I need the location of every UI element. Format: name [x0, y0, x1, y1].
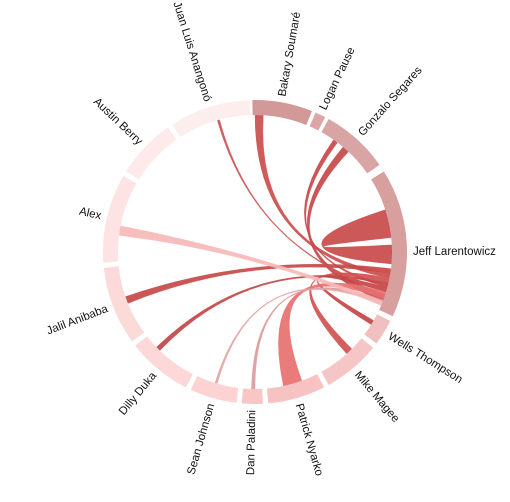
- arc-mike: [321, 338, 374, 385]
- label-dan: Dan Paladini: [245, 410, 258, 475]
- arc-austin: [126, 127, 177, 180]
- arc-dilly: [135, 336, 193, 388]
- arc-bakary: [252, 99, 312, 125]
- arc-alex: [102, 176, 137, 263]
- label-alex: Alex: [78, 206, 103, 223]
- label-jalil: Jalil Anibaba: [45, 303, 110, 338]
- arc-logan: [309, 112, 326, 131]
- arc-jalil: [103, 266, 145, 342]
- arc-patrick: [266, 374, 325, 404]
- label-logan: Logan Pause: [318, 46, 358, 112]
- arc-juan: [172, 100, 251, 138]
- label-mike: Mike Magee: [352, 369, 401, 425]
- label-bakary: Bakary Soumaré: [277, 11, 304, 97]
- ribbon-layer: [118, 114, 393, 390]
- label-wells: Wells Thompson: [386, 331, 465, 386]
- arc-dan: [241, 388, 263, 404]
- ribbon-sean-jeff: [214, 288, 383, 384]
- label-patrick: Patrick Nyarko: [293, 402, 325, 477]
- ribbon-patrick-jeff: [278, 282, 387, 387]
- arc-sean: [190, 376, 239, 403]
- arc-layer: [102, 99, 408, 404]
- label-gonzalo: Gonzalo Segares: [356, 64, 425, 138]
- label-sean: Sean Johnson: [185, 402, 217, 476]
- label-austin: Austin Berry: [91, 96, 145, 148]
- arc-gonzalo: [321, 119, 380, 174]
- label-dilly: Dilly Duka: [117, 370, 160, 418]
- label-juan: Juan Luis Anangonó: [170, 0, 213, 103]
- label-jeff: Jeff Larentowicz: [413, 246, 496, 258]
- arc-jeff: [371, 171, 408, 317]
- arc-wells: [364, 314, 391, 344]
